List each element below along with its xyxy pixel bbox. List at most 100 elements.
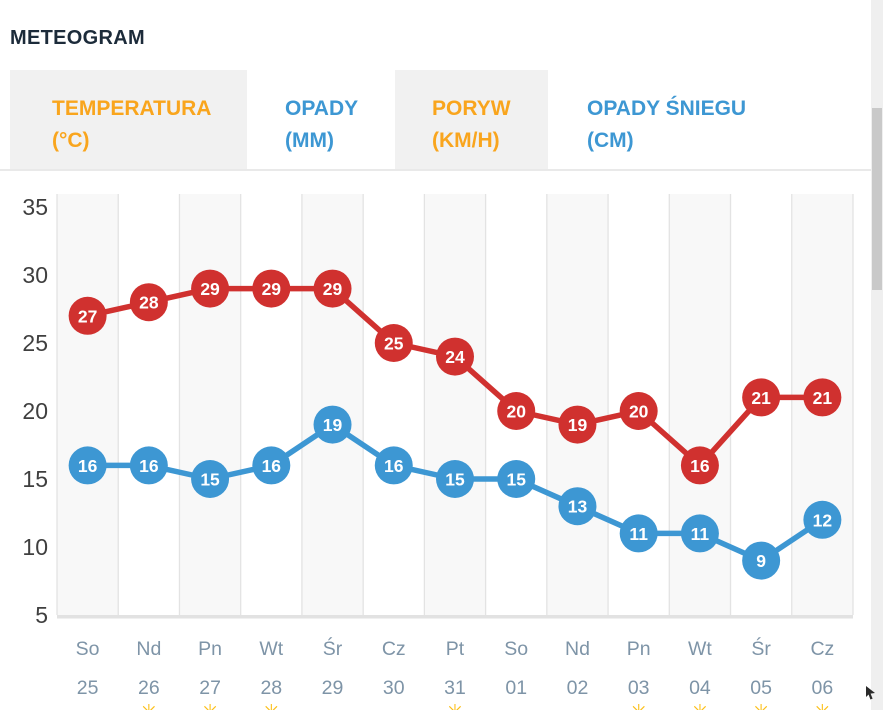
y-axis-label: 15 [22,466,48,492]
red-series-point [680,446,719,485]
blue-series-point [374,446,413,485]
blue-series-point-label: 13 [568,497,588,517]
red-series-point-label: 29 [200,279,220,299]
blue-series-point-label: 9 [756,551,766,571]
weather-icon-partial: ✳ [201,700,219,710]
y-axis-label: 5 [35,602,48,628]
x-axis-date-label: 03 [628,677,650,699]
y-axis-label: 35 [22,194,48,220]
blue-series-point-label: 16 [139,456,159,476]
red-series-point-label: 19 [568,415,588,435]
tab-poryw[interactable]: PORYW (KM/H) [395,70,548,170]
tab-opady-sniegu[interactable]: OPADY ŚNIEGU (CM) [548,70,828,170]
red-series-point [558,405,597,444]
blue-series-point [497,460,536,498]
tab-opady-label: OPADY [285,97,359,120]
blue-series-point [191,460,230,498]
x-axis-day-label: Nd [136,638,161,660]
column-stripe [546,194,609,615]
red-series-point-label: 29 [262,279,282,299]
red-series-point [252,269,291,308]
tab-opady-sniegu-label: OPADY ŚNIEGU [587,97,747,120]
x-axis-day-label: Cz [382,638,406,660]
y-axis-label: 25 [22,330,48,356]
x-axis-date-label: 29 [322,677,344,699]
red-series-point [68,296,107,335]
column-stripe [57,194,119,615]
blue-series-point [742,541,781,580]
tab-divider [0,169,871,171]
x-axis-date-label: 06 [812,677,834,699]
x-axis-day-label: Pt [446,638,465,660]
x-axis-date-label: 25 [77,677,99,699]
red-series-point-label: 24 [445,347,465,367]
x-axis-date-label: 01 [505,677,527,699]
blue-series-point-label: 11 [629,524,648,544]
weather-icon-partial: ✳ [752,700,770,710]
scrollbar[interactable] [871,0,883,710]
x-axis-date-label: 05 [750,677,772,699]
blue-series-point [252,446,291,485]
x-axis-day-label: Cz [810,638,834,660]
x-axis-day-label: Pn [198,638,222,660]
page-title: METEOGRAM [10,27,145,49]
x-axis-date-label: 28 [260,677,282,699]
red-series-point [191,269,230,308]
red-series-point [374,324,413,362]
blue-series-point-label: 15 [445,470,465,490]
y-axis-label: 10 [22,534,48,560]
x-axis-day-label: Wt [259,638,283,660]
column-stripe [179,194,241,615]
blue-series-point [129,446,168,485]
x-axis-day-label: Pn [627,638,651,660]
x-axis-day-label: So [504,638,528,660]
blue-series-point [68,446,107,485]
blue-series-point-label: 19 [323,415,343,435]
column-stripe [301,194,364,615]
weather-icon-partial: ✳ [813,700,831,710]
red-series-point-label: 25 [384,334,404,354]
x-axis-day-label: So [76,638,100,660]
blue-series-point [619,514,658,553]
x-axis-line [57,615,853,619]
tab-temperatura[interactable]: TEMPERATURA (°C) [10,70,247,170]
y-axis-label: 20 [22,398,48,424]
tab-opady-sniegu-unit: (CM) [587,129,634,152]
scrollbar-thumb[interactable] [872,108,882,290]
column-stripe [424,194,486,615]
tab-poryw-unit: (KM/H) [432,129,500,152]
tab-opady[interactable]: OPADY (MM) [247,70,395,170]
x-axis-date-label: 31 [444,677,466,699]
blue-series-point [803,500,842,539]
red-series-point-label: 29 [323,279,343,299]
blue-series-point [435,460,474,498]
x-axis-day-label: Śr [751,636,771,660]
red-series-point [497,392,536,430]
red-series-point-label: 21 [751,388,771,408]
red-series-point-label: 20 [629,402,649,422]
blue-series-point-label: 15 [506,470,526,490]
tab-opady-unit: (MM) [285,129,334,152]
x-axis-day-label: Śr [323,636,343,660]
weather-icon-partial: ✳ [140,700,158,710]
x-axis-day-label: Wt [688,638,712,660]
red-series-point [129,283,168,322]
weather-icon-partial: ✳ [446,700,464,710]
weather-icon-partial: ✳ [691,700,709,710]
blue-series-point [558,487,597,526]
blue-series-point [680,514,719,553]
x-axis-date-label: 30 [383,677,405,699]
blue-series-point-label: 16 [262,456,282,476]
blue-series-point-label: 12 [813,510,833,530]
x-axis-date-label: 26 [138,677,160,699]
blue-series-point-label: 15 [200,470,220,490]
weather-icon-partial: ✳ [262,700,280,710]
x-axis-date-label: 02 [567,677,589,699]
red-series-point-label: 21 [813,388,833,408]
tab-temperatura-label: TEMPERATURA [52,97,212,120]
red-series-point [313,269,352,308]
x-axis-date-label: 27 [199,677,221,699]
x-axis-date-label: 04 [689,677,711,699]
red-series-point-label: 27 [78,306,97,326]
red-series-point [803,378,842,417]
